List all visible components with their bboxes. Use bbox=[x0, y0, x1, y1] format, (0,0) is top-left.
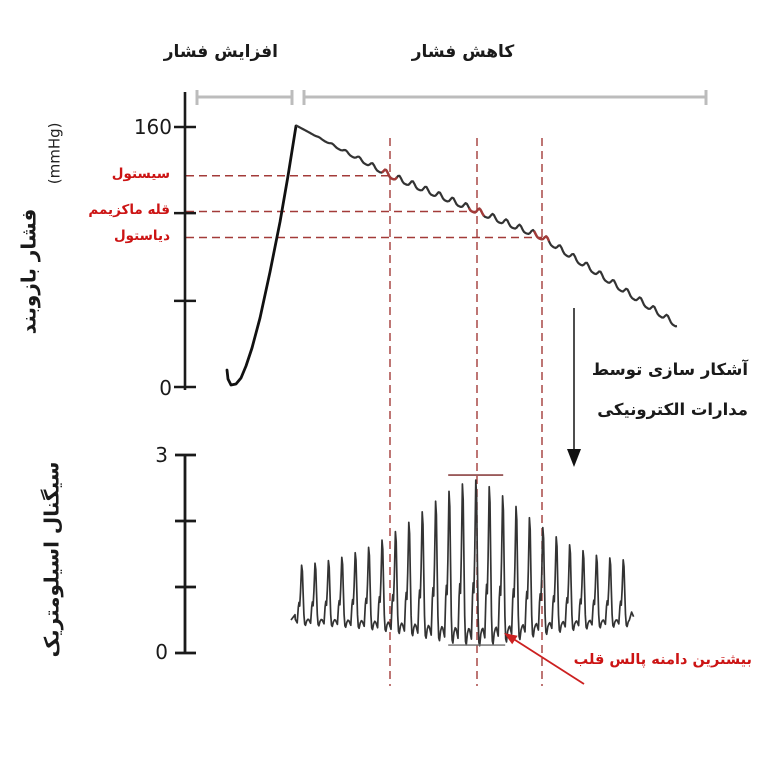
detect-annotation-line1: آشکار سازی توسط bbox=[591, 360, 748, 379]
upper-axis-tick-160: 160 bbox=[133, 115, 172, 139]
detect-annotation-line2: مدارات الکترونیکی bbox=[597, 400, 748, 419]
detection-down-arrow-icon bbox=[567, 308, 581, 467]
label-max-pulse-amplitude: بیشترین دامنه پالس قلب bbox=[573, 652, 752, 668]
cuff-pressure-curve bbox=[225, 124, 678, 387]
label-pressure-decrease: کاهش فشار bbox=[411, 42, 515, 62]
oscillometric-pulse-train bbox=[290, 479, 635, 647]
label-systole: سیستول bbox=[111, 166, 170, 182]
lower-axis-tick-3: 3 bbox=[155, 443, 168, 467]
lower-axis-label: سیگنال اسیلومتریک bbox=[39, 461, 64, 658]
dashed-guide-lines bbox=[186, 138, 543, 686]
lower-axis-tick-0: 0 bbox=[155, 640, 168, 664]
phase-brackets bbox=[195, 90, 708, 105]
upper-axis-tick-0: 0 bbox=[159, 376, 172, 400]
max-amplitude-marker-lines bbox=[448, 474, 506, 646]
label-max-peak: قله ماکزیمم bbox=[88, 202, 170, 218]
label-diastole: دیاستول bbox=[113, 228, 170, 244]
signal-axis bbox=[175, 453, 196, 655]
upper-axis-label: فشار بازوبند bbox=[16, 208, 41, 335]
upper-axis-unit-label: (mmHg) bbox=[45, 122, 64, 185]
label-pressure-increase: افزایش فشار bbox=[163, 42, 278, 62]
max-pulse-pointer-arrow-icon bbox=[504, 633, 585, 685]
cuff-pressure-axis bbox=[174, 92, 196, 390]
